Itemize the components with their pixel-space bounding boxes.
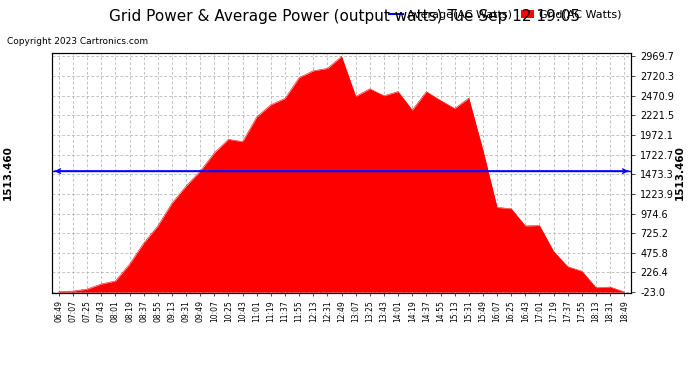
Text: 1513.460: 1513.460 [3,145,13,200]
Text: 1513.460: 1513.460 [675,145,684,200]
Text: Copyright 2023 Cartronics.com: Copyright 2023 Cartronics.com [7,38,148,46]
Text: Grid Power & Average Power (output watts) Tue Sep 12 19:05: Grid Power & Average Power (output watts… [110,9,580,24]
Legend: Average(AC Watts), Grid(AC Watts): Average(AC Watts), Grid(AC Watts) [385,5,626,24]
